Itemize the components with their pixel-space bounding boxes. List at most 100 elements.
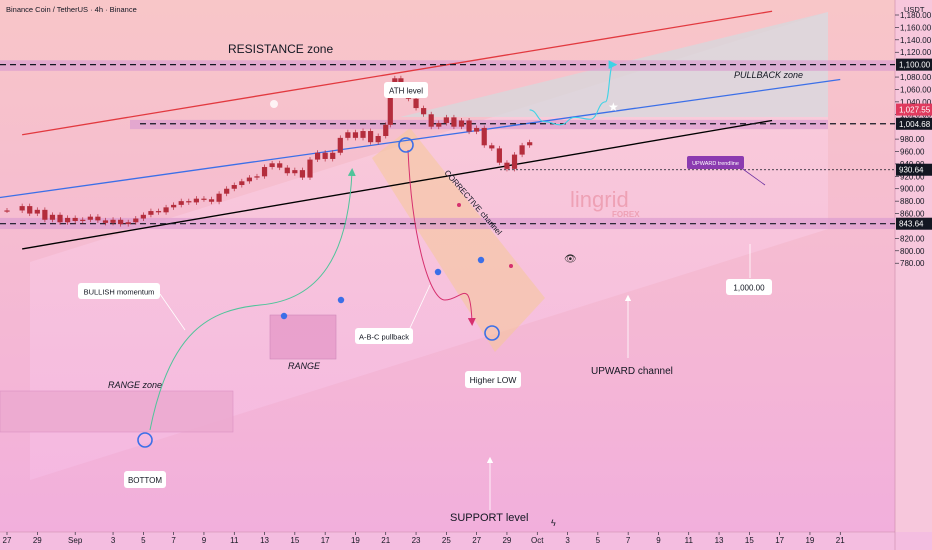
x-tick-label: 5: [596, 536, 601, 545]
svg-text:BOTTOM: BOTTOM: [128, 476, 162, 485]
ath-callout[interactable]: ATH level: [384, 82, 428, 98]
candle-body: [193, 198, 199, 203]
svg-text:Higher LOW: Higher LOW: [470, 375, 517, 385]
candle-body: [307, 159, 313, 178]
candle-body: [239, 181, 245, 186]
x-tick-label: 15: [290, 536, 299, 545]
candle-body: [511, 154, 518, 169]
upward-trendline-line: [0, 78, 841, 199]
x-tick-label: 19: [351, 536, 360, 545]
candle-body: [133, 218, 139, 223]
bottom-callout[interactable]: BOTTOM: [124, 471, 166, 488]
higher-low-callout[interactable]: Higher LOW: [465, 371, 521, 388]
candle-body: [474, 127, 480, 132]
candle-body: [284, 167, 290, 174]
svg-text:UPWARD trendline: UPWARD trendline: [692, 161, 739, 167]
x-tick-label: 21: [381, 536, 390, 545]
candle-body: [231, 185, 237, 189]
x-tick-label: 13: [715, 536, 724, 545]
range-label: RANGE: [288, 361, 321, 371]
x-tick-label: 15: [745, 536, 754, 545]
ath-marker[interactable]: [398, 137, 414, 153]
candle-body: [110, 219, 116, 223]
candle-body: [466, 120, 472, 132]
candle-body: [413, 98, 419, 109]
candle-body: [178, 201, 184, 205]
abc-pullback-callout[interactable]: A-B-C pullback: [355, 328, 413, 344]
trendlines-layer: [0, 10, 841, 250]
y-tick-label: 820.00: [900, 234, 925, 243]
level-tag-930.64: 930.64: [899, 166, 924, 175]
time-axis[interactable]: 27 29 Sep 3 5 7 9 11 13 15 17 19 21 23 25 27 29 Oct 3 5 7 9 11…: [3, 532, 846, 545]
y-tick-label: 1,120.00: [900, 48, 932, 57]
zone-resistance: [0, 60, 895, 71]
bullish-momentum-arrow: [149, 168, 356, 431]
y-tick-label: 920.00: [900, 172, 925, 181]
y-tick-label: 880.00: [900, 197, 925, 206]
x-tick-label: Sep: [68, 536, 83, 545]
candle-body: [34, 209, 40, 214]
candle-body: [387, 85, 393, 125]
price-axis-background: [895, 0, 932, 550]
candle-body: [527, 142, 533, 146]
candle-body: [337, 137, 343, 153]
candle-body: [118, 219, 124, 225]
resistance-zone-label: RESISTANCE zone: [228, 42, 333, 56]
candle-body: [352, 132, 359, 138]
last-price-tag: 1,027.55: [899, 106, 931, 115]
support-level-label: SUPPORT level: [450, 512, 528, 524]
lightning-icon: ϟ: [551, 518, 556, 528]
x-tick-label: 29: [33, 536, 42, 545]
price-axis[interactable]: 1,100.00 1,004.68 930.64 843.64 780.00 800.00…: [895, 11, 932, 268]
candle-body: [125, 222, 131, 225]
bottom-marker[interactable]: [137, 432, 153, 448]
projection-series: [529, 60, 618, 126]
bullish-momentum-callout[interactable]: BULLISH momentum: [78, 283, 160, 299]
last-price-tag-bg: [896, 103, 932, 116]
candle-body: [72, 217, 78, 222]
candle-body: [292, 170, 298, 174]
x-tick-label: Oct: [531, 536, 544, 545]
candle-body: [314, 152, 321, 160]
svg-text:1,000.00: 1,000.00: [733, 284, 765, 293]
x-tick-label: 5: [141, 536, 146, 545]
y-tick-label: 1,180.00: [900, 11, 932, 20]
candle-body: [383, 124, 389, 136]
x-tick-label: 7: [626, 536, 631, 545]
svg-text:A-B-C pullback: A-B-C pullback: [359, 333, 409, 342]
candle-body: [27, 206, 33, 214]
upward-trendline-callout[interactable]: UPWARD trendline: [687, 156, 744, 169]
level-tag-bg-1,004.68: [896, 117, 932, 130]
candle-body: [489, 145, 495, 149]
candle-body: [208, 199, 215, 202]
trendline-pointer: [739, 166, 766, 186]
y-tick-label: 1,080.00: [900, 73, 932, 82]
symbol-title: Binance Coin / TetherUS · 4h · Binance: [6, 5, 137, 14]
corrective-channel-fill: [372, 128, 545, 352]
candle-body: [519, 145, 525, 155]
candle-body: [392, 78, 398, 86]
x-tick-label: 7: [171, 536, 176, 545]
range-zone-box: [0, 390, 234, 433]
watermark-sub: FOREX: [612, 210, 640, 219]
candle-body: [19, 206, 25, 211]
candle-body: [163, 207, 169, 213]
candle-body: [277, 163, 283, 168]
upward-channel-bottom-line: [22, 119, 773, 250]
x-tick-label: 9: [656, 536, 661, 545]
higher-low-marker[interactable]: [484, 325, 500, 341]
y-tick-label: 980.00: [900, 135, 925, 144]
time-axis-background: [0, 532, 932, 550]
zone-support: [0, 217, 895, 230]
trendline-touch-3: [434, 268, 442, 276]
y-tick-label: 1,040.00: [900, 98, 932, 107]
candle-body: [49, 214, 56, 220]
point-b-marker: [457, 203, 461, 207]
callout-1000[interactable]: 1,000.00: [726, 279, 772, 295]
x-tick-label: 9: [202, 536, 207, 545]
candle-body: [443, 117, 449, 123]
x-tick-label: 11: [230, 536, 239, 545]
level-tag-843.64: 843.64: [899, 220, 924, 229]
star-icon: ★: [608, 100, 619, 114]
